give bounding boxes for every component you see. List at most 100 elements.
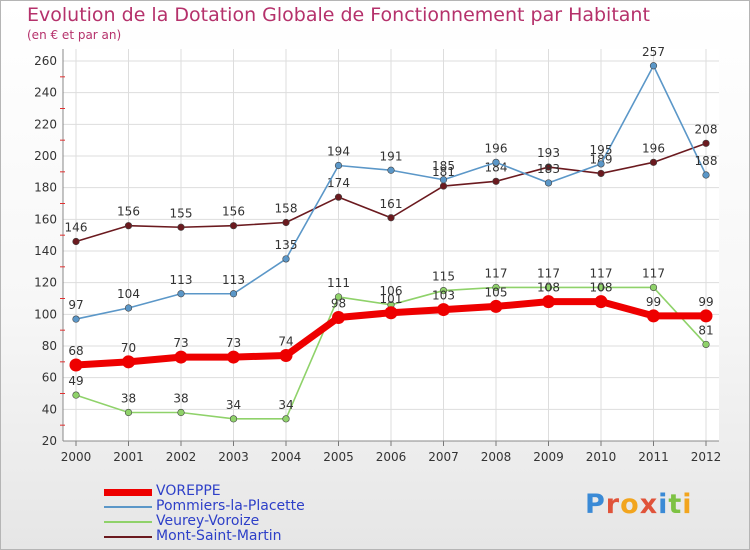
data-label-pommiers-la-placette: 135 <box>275 238 298 252</box>
data-label-voreppe: 70 <box>121 341 136 355</box>
data-point-mont-saint-martin <box>72 237 80 246</box>
data-label-veurey-voroize: 81 <box>698 323 713 337</box>
logo-letter: x <box>639 489 659 520</box>
data-point-mont-saint-martin <box>229 222 238 230</box>
data-point-mont-saint-martin <box>439 182 448 190</box>
data-point-pommiers-la-placette <box>439 176 448 184</box>
x-tick-label: 2005 <box>323 450 354 464</box>
logo-letter: o <box>620 489 640 520</box>
y-tick-label: 60 <box>42 371 57 385</box>
y-tick-label: 260 <box>34 54 57 68</box>
data-point-pommiers-la-placette <box>177 290 185 298</box>
x-tick-label: 2001 <box>113 450 144 464</box>
data-label-veurey-voroize: 117 <box>485 266 508 280</box>
data-label-veurey-voroize: 106 <box>380 284 403 298</box>
x-tick-label: 2000 <box>61 450 92 464</box>
legend-label: Pommiers-la-Placette <box>156 498 305 514</box>
legend-label: VOREPPE <box>156 483 221 499</box>
data-label-mont-saint-martin: 174 <box>327 176 350 190</box>
data-point-voreppe <box>437 303 450 317</box>
data-label-veurey-voroize: 38 <box>121 392 136 406</box>
data-label-pommiers-la-placette: 191 <box>380 149 403 163</box>
y-tick-label: 180 <box>34 181 57 195</box>
data-label-pommiers-la-placette: 196 <box>485 141 508 155</box>
legend-label: Veurey-Voroize <box>156 513 260 529</box>
x-tick-label: 2004 <box>271 450 302 464</box>
chart-subtitle: (en € et par an) <box>27 28 122 42</box>
data-point-veurey-voroize <box>649 283 658 292</box>
y-tick-label: 20 <box>42 434 57 448</box>
data-point-voreppe <box>699 309 713 323</box>
data-label-pommiers-la-placette: 195 <box>590 143 613 157</box>
data-label-veurey-voroize: 117 <box>590 266 613 280</box>
logo-letter: t <box>668 489 683 520</box>
data-label-voreppe: 101 <box>380 292 403 306</box>
data-point-veurey-voroize <box>177 408 185 417</box>
data-point-mont-saint-martin <box>597 169 605 178</box>
y-tick-label: 140 <box>34 244 57 258</box>
data-label-voreppe: 108 <box>590 281 613 295</box>
data-point-pommiers-la-placette <box>72 315 80 323</box>
chart-title: Evolution de la Dotation Globale de Fonc… <box>27 4 650 26</box>
data-label-pommiers-la-placette: 194 <box>327 145 350 159</box>
data-point-veurey-voroize <box>229 415 238 423</box>
data-point-mont-saint-martin <box>649 158 658 166</box>
data-label-voreppe: 74 <box>278 335 293 349</box>
data-point-veurey-voroize <box>124 408 133 417</box>
x-tick-label: 2007 <box>428 450 459 464</box>
data-point-veurey-voroize <box>72 391 80 399</box>
data-point-pommiers-la-placette <box>387 166 395 174</box>
data-label-veurey-voroize: 49 <box>68 374 83 388</box>
legend-swatch <box>104 521 152 523</box>
data-label-mont-saint-martin: 161 <box>380 197 403 211</box>
data-point-veurey-voroize <box>282 415 290 423</box>
data-point-pommiers-la-placette <box>702 171 710 179</box>
data-label-mont-saint-martin: 181 <box>432 165 455 179</box>
x-tick-label: 2006 <box>376 450 407 464</box>
data-point-voreppe <box>542 295 555 309</box>
data-point-voreppe <box>332 311 345 324</box>
y-tick-label: 160 <box>34 212 57 226</box>
data-point-veurey-voroize <box>492 283 500 292</box>
data-label-pommiers-la-placette: 97 <box>68 298 83 312</box>
data-point-mont-saint-martin <box>282 218 290 227</box>
y-tick-label: 200 <box>34 149 57 163</box>
logo-letter: r <box>605 489 621 520</box>
data-point-voreppe <box>227 350 240 364</box>
data-label-voreppe: 98 <box>331 297 346 311</box>
data-point-mont-saint-martin <box>702 139 710 147</box>
data-point-pommiers-la-placette <box>282 255 290 263</box>
y-tick-label: 220 <box>34 117 57 131</box>
data-point-pommiers-la-placette <box>492 158 500 166</box>
data-label-veurey-voroize: 38 <box>173 392 188 406</box>
logo-letter: i <box>658 489 669 520</box>
x-tick-label: 2002 <box>166 450 197 464</box>
data-label-mont-saint-martin: 158 <box>275 202 298 216</box>
data-label-pommiers-la-placette: 113 <box>222 273 245 287</box>
data-point-veurey-voroize <box>439 286 448 295</box>
x-tick-label: 2010 <box>586 450 617 464</box>
data-point-mont-saint-martin <box>124 222 133 230</box>
data-point-voreppe <box>647 309 660 323</box>
x-tick-label: 2008 <box>481 450 512 464</box>
data-point-voreppe <box>174 350 188 364</box>
data-point-pommiers-la-placette <box>544 179 553 187</box>
data-point-mont-saint-martin <box>334 193 343 201</box>
data-point-veurey-voroize <box>597 283 605 292</box>
data-point-pommiers-la-placette <box>229 290 238 298</box>
data-point-pommiers-la-placette <box>649 62 658 70</box>
data-label-voreppe: 103 <box>432 289 455 303</box>
data-point-veurey-voroize <box>334 293 343 301</box>
data-label-voreppe: 68 <box>68 344 83 358</box>
y-tick-label: 120 <box>34 276 57 290</box>
data-label-pommiers-la-placette: 183 <box>537 162 560 176</box>
data-label-mont-saint-martin: 193 <box>537 146 560 160</box>
x-tick-label: 2009 <box>533 450 564 464</box>
legend-swatch <box>104 536 152 538</box>
data-point-pommiers-la-placette <box>597 160 605 168</box>
data-label-veurey-voroize: 115 <box>432 270 455 284</box>
data-label-veurey-voroize: 34 <box>278 398 293 412</box>
data-label-mont-saint-martin: 196 <box>642 141 665 155</box>
